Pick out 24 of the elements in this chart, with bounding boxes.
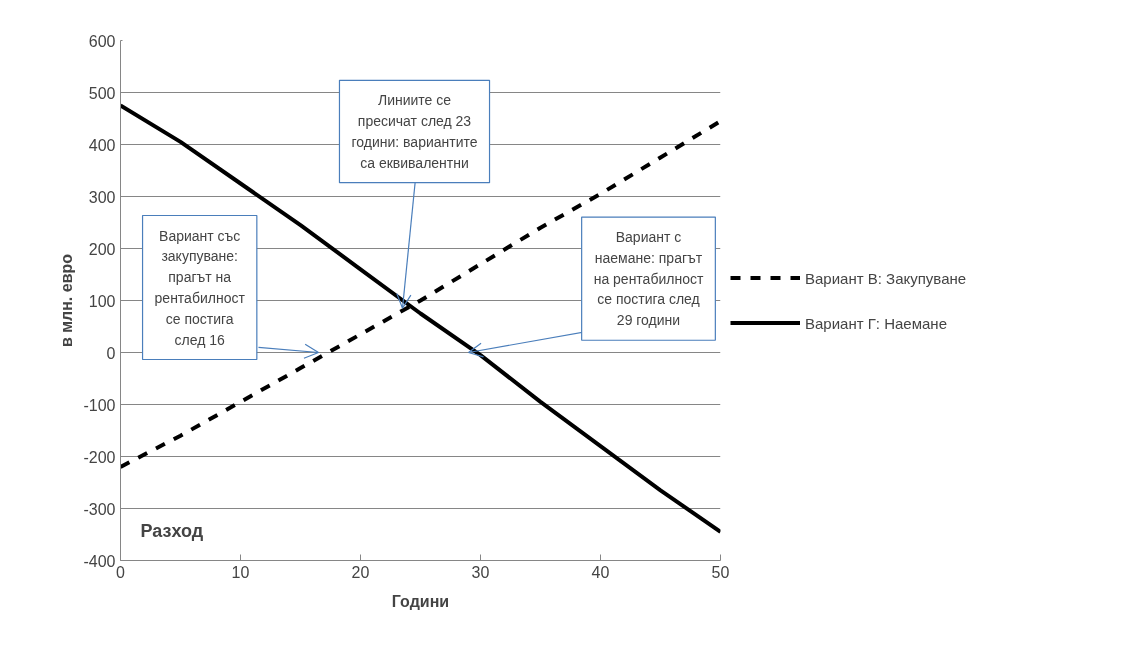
x-axis-title: Години [391,592,450,610]
y-tick-label: -400 [83,552,116,570]
legend-label: Вариант Г: Наемане [805,314,947,331]
annotation: Вариант с наемане: прагът на рентабилност се постига след 29 години [593,229,704,329]
x-tick-label: 10 [231,563,250,581]
y-tick-label: 200 [88,240,116,258]
x-tick-label: 40 [591,563,610,581]
y-tick-label: 600 [88,32,116,50]
y-tick-label: -300 [83,500,116,518]
x-tick-label: 50 [711,563,730,581]
y-tick-label: -100 [83,396,116,414]
y-tick-label: 500 [88,84,116,102]
y-tick-label: 300 [88,188,116,206]
y-tick-label: 400 [88,136,116,154]
legend-label: Вариант В: Закупуване [805,269,967,286]
y-axis-title: в млн. евро [58,253,76,348]
x-tick-label: 20 [351,563,370,581]
y-tick-label: 0 [106,344,116,362]
y-tick-label: 100 [88,292,116,310]
annotation: Линиите се пресичат след 23 години: вариантите са еквивалентни [351,92,478,171]
annotation: Разход [140,520,204,541]
annotation: Вариант със закупуване: прагът на рентабилност се постига след 16 [154,227,246,348]
y-tick-label: -200 [83,448,116,466]
x-tick-label: 30 [471,563,490,581]
